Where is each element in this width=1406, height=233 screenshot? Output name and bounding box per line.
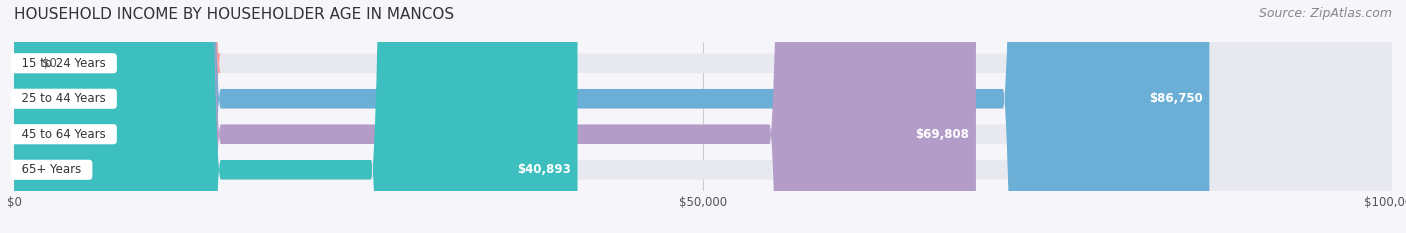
Text: $69,808: $69,808	[915, 128, 969, 141]
FancyBboxPatch shape	[14, 0, 1392, 233]
FancyBboxPatch shape	[0, 0, 221, 233]
FancyBboxPatch shape	[14, 0, 1392, 233]
FancyBboxPatch shape	[14, 0, 1392, 233]
Text: HOUSEHOLD INCOME BY HOUSEHOLDER AGE IN MANCOS: HOUSEHOLD INCOME BY HOUSEHOLDER AGE IN M…	[14, 7, 454, 22]
FancyBboxPatch shape	[14, 0, 1392, 233]
FancyBboxPatch shape	[14, 0, 976, 233]
FancyBboxPatch shape	[14, 0, 1209, 233]
Text: 65+ Years: 65+ Years	[14, 163, 89, 176]
Text: 25 to 44 Years: 25 to 44 Years	[14, 92, 114, 105]
Text: $40,893: $40,893	[517, 163, 571, 176]
Text: $0: $0	[42, 57, 56, 70]
Text: 15 to 24 Years: 15 to 24 Years	[14, 57, 114, 70]
FancyBboxPatch shape	[14, 0, 578, 233]
Text: 45 to 64 Years: 45 to 64 Years	[14, 128, 114, 141]
Text: Source: ZipAtlas.com: Source: ZipAtlas.com	[1258, 7, 1392, 20]
Text: $86,750: $86,750	[1149, 92, 1202, 105]
